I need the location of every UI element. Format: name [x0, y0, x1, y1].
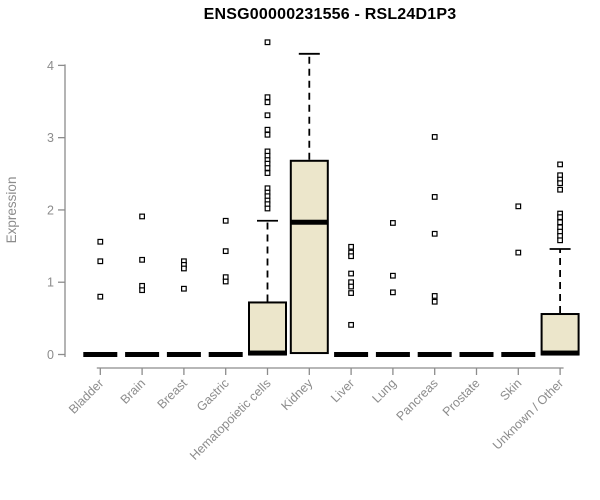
x-tick-label: Hematopoietic cells — [187, 376, 274, 463]
outlier-point — [222, 278, 229, 285]
median-line — [290, 219, 328, 225]
outlier-point — [515, 203, 522, 210]
outlier-point — [431, 194, 438, 200]
outlier-point — [264, 99, 271, 106]
outlier-point — [139, 213, 146, 220]
outlier-point — [557, 161, 563, 168]
median-line — [375, 352, 410, 357]
outlier-point — [431, 293, 438, 299]
outlier-point — [557, 214, 563, 221]
outlier-point — [264, 126, 271, 133]
outlier-point — [348, 290, 354, 296]
outlier-point — [390, 289, 396, 296]
outlier-point — [348, 283, 354, 290]
outlier-point — [557, 180, 563, 187]
x-tick-label: Skin — [497, 376, 524, 403]
outlier-point — [264, 131, 271, 138]
median-line — [166, 352, 201, 357]
x-tick-label: Pancreas — [394, 376, 441, 423]
outlier-point — [264, 39, 271, 46]
y-tick-label: 4 — [47, 59, 54, 73]
outlier-point — [557, 186, 563, 193]
outlier-point — [390, 272, 396, 279]
outlier-point — [264, 165, 271, 171]
box — [289, 159, 329, 355]
outlier-point — [139, 287, 146, 294]
median-line — [417, 352, 452, 357]
outlier-point — [557, 237, 563, 244]
median-line — [125, 352, 160, 357]
median-line — [541, 350, 579, 356]
outlier-point — [139, 256, 146, 263]
outlier-point — [431, 134, 438, 140]
x-tick-label: Bladder — [66, 376, 106, 416]
outlier-point — [431, 298, 438, 305]
y-tick-label: 0 — [47, 348, 54, 362]
outlier-point — [264, 94, 271, 101]
outlier-point — [97, 293, 104, 300]
chart-title: ENSG00000231556 - RSL24D1P3 — [203, 6, 457, 23]
outlier-point — [222, 217, 229, 224]
outlier-point — [557, 219, 563, 226]
x-tick-label: Liver — [328, 376, 357, 405]
median-line — [501, 352, 536, 357]
median-line — [334, 352, 369, 357]
box — [248, 301, 287, 356]
x-tick-label: Brain — [118, 376, 149, 407]
outlier-point — [264, 170, 271, 176]
outlier-point — [348, 321, 354, 328]
outlier-point — [515, 249, 522, 256]
outlier-point — [264, 112, 271, 119]
y-tick-label: 2 — [47, 203, 54, 217]
median-line — [249, 350, 286, 356]
outlier-point — [264, 205, 271, 212]
median-line — [208, 352, 243, 357]
x-tick-label: Kidney — [278, 376, 315, 413]
outlier-point — [431, 230, 438, 237]
outlier-point — [348, 253, 354, 260]
x-tick-label: Breast — [155, 376, 191, 412]
y-tick-label: 1 — [47, 276, 54, 290]
median-line — [83, 352, 118, 357]
x-tick-label: Prostate — [440, 376, 483, 419]
box — [540, 313, 580, 356]
outlier-point — [97, 258, 104, 265]
x-tick-label: Unknown / Other — [490, 376, 566, 452]
x-tick-label: Lung — [369, 376, 399, 406]
outlier-point — [348, 270, 354, 277]
x-tick-label: Gastric — [194, 376, 232, 414]
outlier-point — [222, 248, 229, 255]
outlier-point — [390, 220, 396, 226]
y-axis-title: Expression — [4, 177, 19, 244]
outlier-point — [97, 238, 104, 245]
outlier-point — [181, 265, 187, 272]
outlier-point — [181, 285, 187, 292]
outlier-point — [348, 243, 354, 250]
median-line — [459, 352, 494, 357]
y-tick-label: 3 — [47, 131, 54, 145]
